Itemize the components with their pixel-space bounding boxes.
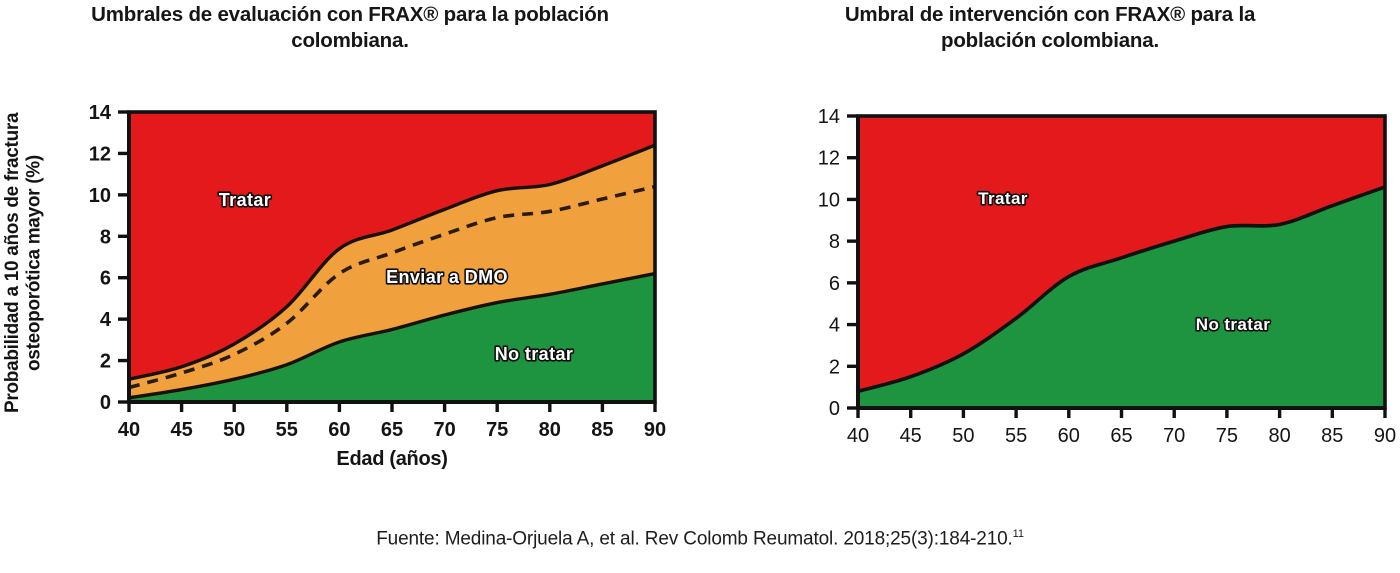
x-tick-label: 45	[170, 419, 192, 441]
threshold-line-lower-left	[129, 271, 655, 400]
panel-right-plot: 40 45 50 55 60 65 70 75 80 85 90 0 2 4 6 8 10 12 14 Tratar…	[818, 106, 1396, 447]
x-tick-label: 80	[539, 419, 561, 441]
x-tick-label: 75	[486, 419, 508, 441]
x-tick-label: 40	[847, 425, 869, 447]
intervention-dashed-line-left	[129, 184, 655, 390]
zone-label-no-tratar-left: No tratar	[495, 344, 574, 364]
x-tick-label: 60	[1058, 425, 1080, 447]
panel-right-ticks: 40 45 50 55 60 65 70 75 80 85 90 0 2 4 6 8 10 12 14	[818, 106, 1396, 447]
y-tick-label: 14	[89, 102, 112, 124]
y-tick-label: 12	[818, 148, 840, 170]
panel-left-ticks: 40 45 50 55 60 65 70 75 80 85 90 0 2 4 6 8 10 12 14	[89, 102, 666, 441]
threshold-line-upper-left	[129, 143, 655, 381]
panel-left-title: Umbrales de evaluación con FRAX® para la…	[91, 3, 609, 53]
x-tick-label: 70	[433, 419, 455, 441]
x-tick-label: 60	[328, 419, 350, 441]
panel-left-plot: 40 45 50 55 60 65 70 75 80 85 90 0 2 4 6 8 10 12 14 Tratar…	[89, 102, 666, 441]
y-tick-label: 12	[89, 143, 111, 165]
x-tick-label: 45	[900, 425, 922, 447]
x-tick-label: 65	[381, 419, 403, 441]
zone-label-no-tratar-right: No tratar	[1196, 315, 1270, 334]
y-tick-label: 2	[100, 351, 111, 373]
zone-label-tratar-right: Tratar	[978, 189, 1028, 208]
x-tick-label: 55	[276, 419, 298, 441]
y-tick-label: 4	[829, 315, 840, 337]
y-tick-label: 10	[89, 185, 111, 207]
y-tick-label: 10	[818, 189, 840, 211]
x-tick-label: 80	[1268, 425, 1290, 447]
x-tick-label: 50	[952, 425, 974, 447]
panel-left-x-axis-label: Edad (años)	[336, 448, 448, 470]
x-tick-label: 40	[118, 419, 140, 441]
figure-source-text: Fuente: Medina-Orjuela A, et al. Rev Col…	[376, 528, 1013, 550]
y-tick-label: 6	[829, 273, 840, 295]
panel-right-title: Umbral de intervención con FRAX® para la…	[844, 3, 1256, 53]
x-tick-label: 85	[1321, 425, 1343, 447]
x-tick-label: 50	[223, 419, 245, 441]
y-tick-label: 4	[100, 309, 112, 331]
x-tick-label: 55	[1005, 425, 1027, 447]
region-no-tratar-right	[858, 186, 1385, 408]
x-tick-label: 70	[1163, 425, 1185, 447]
y-tick-label: 14	[818, 106, 840, 128]
y-tick-label: 6	[100, 268, 111, 290]
region-no-tratar-left	[129, 273, 655, 402]
y-tick-label: 2	[829, 356, 840, 378]
y-tick-label: 0	[100, 392, 111, 414]
panel-umbrales-evaluacion: Umbrales de evaluación con FRAX® para la…	[0, 0, 700, 500]
panel-umbral-intervencion: Umbral de intervención con FRAX® para la…	[700, 0, 1400, 500]
zone-label-tratar-left: Tratar	[219, 190, 271, 210]
y-tick-label: 8	[829, 231, 840, 253]
x-tick-label: 75	[1216, 425, 1238, 447]
x-tick-label: 65	[1110, 425, 1132, 447]
x-tick-label: 85	[591, 419, 613, 441]
figure-source: Fuente: Medina-Orjuela A, et al. Rev Col…	[0, 528, 1400, 550]
y-tick-label: 0	[829, 398, 840, 420]
y-tick-label: 8	[100, 226, 111, 248]
x-tick-label: 90	[644, 419, 666, 441]
panels-container: Umbrales de evaluación con FRAX® para la…	[0, 0, 1400, 500]
figure-source-ref: 11	[1012, 528, 1024, 540]
zone-label-enviar-dmo: Enviar a DMO	[386, 267, 508, 287]
x-tick-label: 90	[1374, 425, 1396, 447]
threshold-line-right	[858, 185, 1385, 394]
